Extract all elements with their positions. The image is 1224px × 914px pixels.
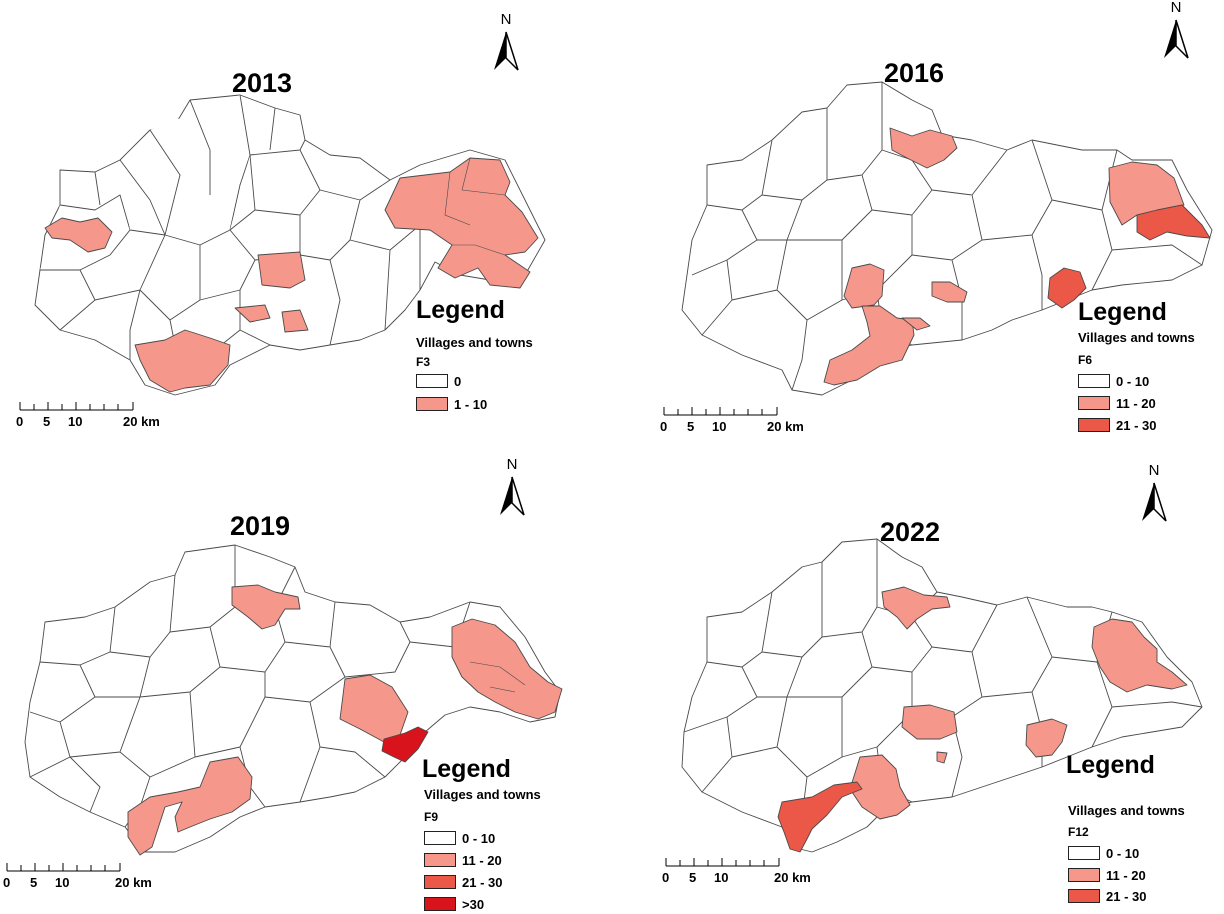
- scale-bar: 0 5 10 20 km: [16, 398, 178, 430]
- panel-year-title: 2013: [232, 68, 293, 98]
- north-arrow-icon: [500, 476, 525, 516]
- scale-bar-graphic: [663, 407, 778, 416]
- legend-label: 0 - 10: [462, 831, 496, 846]
- map-panel-2019: 2019 N: [0, 457, 612, 914]
- legend-label: >30: [462, 897, 485, 912]
- north-label: N: [1148, 462, 1160, 479]
- scale-tick-label: 0: [660, 419, 668, 434]
- north-arrow: N: [1134, 463, 1174, 527]
- scale-bar-graphic: [19, 402, 134, 411]
- legend-field: F9: [424, 810, 439, 824]
- legend-title: Legend: [1066, 751, 1155, 779]
- legend-swatch: [1068, 889, 1100, 903]
- north-arrow: N: [492, 457, 532, 521]
- scale-tick-label: 5: [687, 419, 695, 434]
- legend-label: 21 - 30: [462, 875, 503, 890]
- scale-tick-label: 20 km: [774, 870, 811, 885]
- scale-tick-label: 10: [714, 870, 729, 885]
- legend-label: 0: [454, 374, 462, 389]
- panel-year-title: 2022: [880, 517, 941, 547]
- legend-subtitle: Villages and towns: [424, 787, 541, 802]
- map-panel-2022: 2022 N: [612, 457, 1224, 914]
- region-map-2013: [34, 94, 546, 396]
- scale-bar: 0 5 10 20 km: [3, 859, 165, 891]
- legend-title: Legend: [416, 296, 505, 324]
- scale-tick-label: 0: [662, 870, 670, 885]
- scale-tick-label: 0: [3, 875, 11, 890]
- scale-tick-label: 10: [712, 419, 727, 434]
- region-map-2022: [681, 538, 1203, 853]
- region-map-2016: [681, 81, 1213, 396]
- legend-swatch: [424, 831, 456, 845]
- north-arrow-icon: [1164, 19, 1189, 59]
- scale-tick-label: 0: [16, 414, 24, 429]
- scale-bar: 0 5 10 20 km: [660, 403, 822, 435]
- panel-year-title: 2019: [230, 511, 291, 541]
- legend-swatch: [424, 897, 456, 911]
- legend-label: 21 - 30: [1106, 889, 1147, 904]
- north-arrow-icon: [1142, 482, 1167, 522]
- north-arrow-icon: [494, 31, 519, 71]
- legend-subtitle: Villages and towns: [1068, 803, 1185, 818]
- scale-tick-label: 20 km: [767, 419, 804, 434]
- map-panel-2016: 2016 N: [612, 0, 1224, 457]
- legend-swatch: [1078, 418, 1110, 432]
- legend-label: 1 - 10: [454, 397, 488, 412]
- north-label: N: [500, 11, 512, 28]
- legend-label: 0 - 10: [1116, 374, 1150, 389]
- north-arrow: N: [1156, 0, 1196, 64]
- north-label: N: [506, 456, 518, 473]
- north-arrow: N: [486, 12, 526, 76]
- legend-label: 11 - 20: [1116, 396, 1156, 411]
- scale-tick-label: 5: [30, 875, 38, 890]
- legend-swatch: [424, 853, 456, 867]
- map-panel-2013: 2013 N: [0, 0, 612, 457]
- legend-label: 11 - 20: [1106, 868, 1146, 883]
- legend-swatch: [416, 374, 448, 388]
- legend-swatch: [424, 875, 456, 889]
- legend-label: 11 - 20: [462, 853, 502, 868]
- legend-label: 21 - 30: [1116, 418, 1157, 433]
- region-map-2019: [24, 544, 563, 856]
- legend-field: F12: [1068, 825, 1089, 839]
- legend-swatch: [1068, 868, 1100, 882]
- scale-bar-graphic: [6, 863, 121, 872]
- legend-swatch: [1078, 374, 1110, 388]
- legend-subtitle: Villages and towns: [416, 335, 533, 350]
- scale-tick-label: 5: [43, 414, 51, 429]
- panel-year-title: 2016: [884, 58, 945, 88]
- legend-swatch: [1078, 396, 1110, 410]
- scale-bar-graphic: [665, 858, 780, 867]
- scale-tick-label: 10: [68, 414, 83, 429]
- legend-label: 0 - 10: [1106, 846, 1140, 861]
- legend-subtitle: Villages and towns: [1078, 330, 1195, 345]
- legend-swatch: [1068, 846, 1100, 860]
- scale-tick-label: 10: [55, 875, 70, 890]
- scale-tick-label: 20 km: [115, 875, 152, 890]
- legend-swatch: [416, 397, 448, 411]
- scale-tick-label: 20 km: [123, 414, 160, 429]
- legend-title: Legend: [422, 755, 511, 783]
- legend-field: F3: [416, 355, 431, 369]
- legend-field: F6: [1078, 353, 1093, 367]
- scale-tick-label: 5: [689, 870, 697, 885]
- legend-title: Legend: [1078, 298, 1167, 326]
- north-label: N: [1170, 0, 1182, 16]
- scale-bar: 0 5 10 20 km: [662, 854, 824, 886]
